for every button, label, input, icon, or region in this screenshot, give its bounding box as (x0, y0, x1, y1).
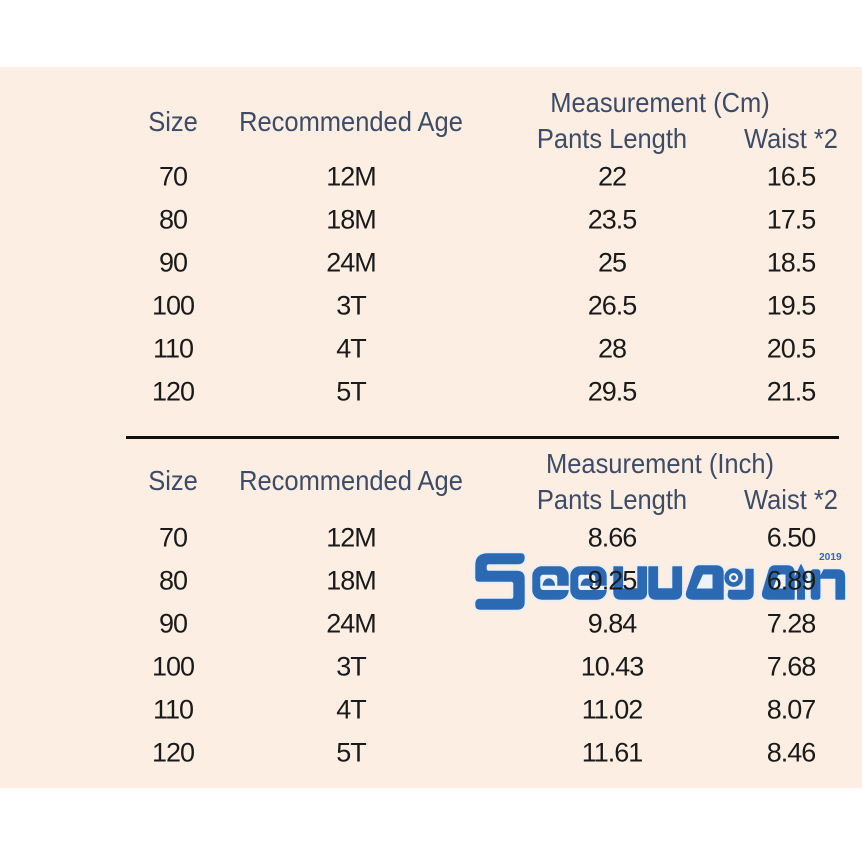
svg-text:2019: 2019 (819, 552, 842, 563)
